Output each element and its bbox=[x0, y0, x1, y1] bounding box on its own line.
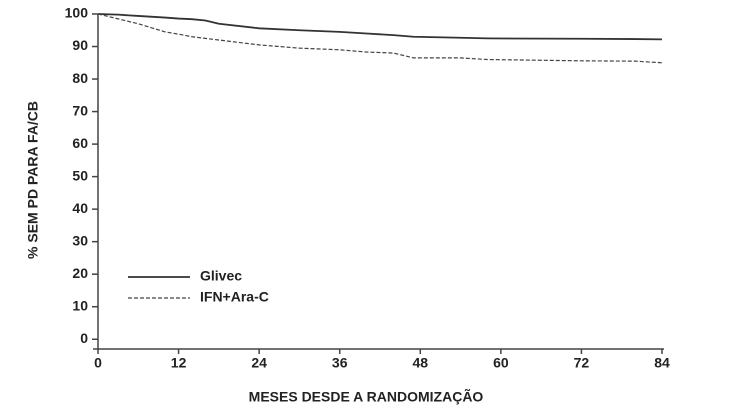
x-tick-label: 60 bbox=[493, 355, 509, 371]
legend-label: IFN+Ara-C bbox=[200, 289, 269, 305]
x-tick-label: 24 bbox=[251, 355, 267, 371]
y-tick-label: 10 bbox=[72, 297, 88, 313]
y-tick-label: 80 bbox=[72, 70, 88, 86]
y-tick-label: 70 bbox=[72, 102, 88, 118]
x-tick-label: 12 bbox=[171, 355, 187, 371]
series-line bbox=[97, 13, 663, 41]
legend-label: Glivec bbox=[200, 268, 242, 284]
y-tick-label: 0 bbox=[80, 330, 88, 346]
y-tick-label: 90 bbox=[72, 37, 88, 53]
x-tick-label: 0 bbox=[94, 355, 102, 371]
x-axis-label: MESES DESDE A RANDOMIZAÇÃO bbox=[249, 388, 484, 405]
y-tick-label: 30 bbox=[72, 232, 88, 248]
x-tick-label: 36 bbox=[332, 355, 348, 371]
y-tick-label: 50 bbox=[72, 167, 88, 183]
x-tick-label: 84 bbox=[654, 355, 670, 371]
y-axis-label: % SEM PD PARA FA/CB bbox=[25, 101, 41, 259]
y-tick-label: 20 bbox=[72, 265, 88, 281]
x-tick-label: 72 bbox=[574, 355, 590, 371]
series-line bbox=[97, 13, 663, 64]
y-tick-label: 40 bbox=[72, 200, 88, 216]
y-tick-label: 60 bbox=[72, 135, 88, 151]
x-tick-label: 48 bbox=[412, 355, 428, 371]
y-tick-label: 100 bbox=[65, 5, 89, 21]
